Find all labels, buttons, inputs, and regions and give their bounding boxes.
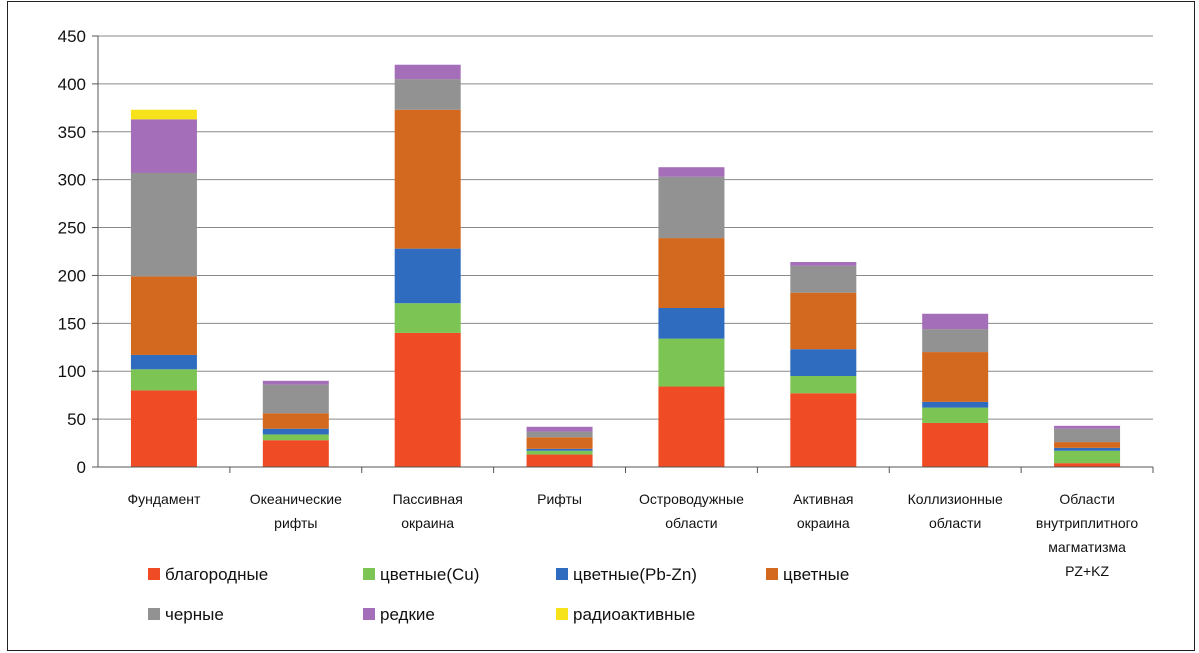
category-label: Рифты — [537, 491, 582, 507]
bar-segment — [394, 79, 461, 110]
y-tick-label: 50 — [67, 410, 86, 429]
legend-label: цветные — [783, 565, 849, 584]
bar-segment — [922, 313, 989, 330]
axes — [92, 35, 1154, 473]
bar-segment — [526, 431, 593, 438]
category-label: Пассивная — [393, 491, 463, 507]
stacked-bar-chart: 0 50 100 150 200 250 300 350 400 450 Фундамент Оке… — [58, 27, 1154, 624]
y-tick-label: 0 — [77, 458, 86, 477]
bar-segment — [130, 172, 197, 277]
bar-segment — [262, 413, 329, 429]
y-tick-label: 200 — [58, 266, 86, 285]
bar-segment — [394, 332, 461, 467]
y-tick-labels: 0 50 100 150 200 250 300 350 400 450 — [58, 27, 86, 477]
bar-segment — [790, 265, 857, 293]
category-label: Активная — [793, 491, 853, 507]
bar-segment — [130, 354, 197, 370]
bar-segment — [262, 434, 329, 441]
bar-segment — [1054, 425, 1121, 429]
legend-swatch — [148, 568, 160, 580]
gridlines — [98, 35, 1153, 420]
bar-segment — [1054, 447, 1121, 451]
category-label: рифты — [274, 515, 317, 531]
y-tick-label: 350 — [58, 123, 86, 142]
bar-segment — [1054, 442, 1121, 448]
bar-segment — [262, 440, 329, 467]
bar-segment — [1054, 428, 1121, 443]
legend-swatch — [766, 568, 778, 580]
chart-frame: 0 50 100 150 200 250 300 350 400 450 Фундамент Оке… — [7, 1, 1195, 651]
bar-segment — [130, 390, 197, 467]
bar-segment — [658, 176, 725, 239]
bar-segment — [658, 238, 725, 309]
bar-segment — [394, 64, 461, 80]
bar-segment — [526, 437, 593, 449]
bar-segment — [922, 329, 989, 353]
bar-segment — [526, 426, 593, 432]
category-label: магматизма — [1048, 539, 1126, 555]
bar-segment — [922, 401, 989, 408]
bar-segment — [922, 422, 989, 467]
category-labels: Фундамент Океанические рифты Пассивная окраи… — [127, 491, 1138, 579]
category-label: Области — [1059, 491, 1114, 507]
legend-swatch — [556, 608, 568, 620]
bars — [130, 64, 1121, 467]
bar-segment — [262, 428, 329, 435]
bar-segment — [790, 393, 857, 467]
bar-segment — [658, 386, 725, 467]
y-tick-label: 300 — [58, 171, 86, 190]
category-label: Океанические — [250, 491, 342, 507]
bar-segment — [658, 338, 725, 387]
bar-segment — [394, 303, 461, 333]
bar-segment — [526, 450, 593, 455]
bar-segment — [526, 448, 593, 451]
bar-segment — [790, 349, 857, 377]
category-label: Островодужные — [639, 491, 744, 507]
bar-segment — [526, 454, 593, 467]
bar-segment — [658, 167, 725, 177]
bar-segment — [262, 380, 329, 385]
bar-segment — [262, 384, 329, 414]
legend-swatch — [363, 608, 375, 620]
bar-segment — [1054, 463, 1121, 467]
bar-segment — [790, 376, 857, 394]
y-tick-label: 450 — [58, 27, 86, 46]
legend-label: черные — [165, 605, 224, 624]
category-label: окраина — [797, 515, 850, 531]
category-label: внутриплитного — [1036, 515, 1138, 531]
category-label: области — [665, 515, 717, 531]
y-tick-label: 150 — [58, 314, 86, 333]
bar-segment — [394, 109, 461, 249]
bar-segment — [394, 248, 461, 304]
y-tick-label: 100 — [58, 362, 86, 381]
category-label: области — [929, 515, 981, 531]
bar-segment — [790, 262, 857, 266]
bar-segment — [790, 292, 857, 350]
y-tick-label: 250 — [58, 219, 86, 238]
legend-swatch — [148, 608, 160, 620]
legend-label: благородные — [165, 565, 268, 584]
legend-label: цветные(Cu) — [380, 565, 479, 584]
bar-segment — [130, 109, 197, 120]
bar-segment — [130, 119, 197, 173]
legend-label: цветные(Pb-Zn) — [573, 565, 697, 584]
bar-segment — [922, 352, 989, 402]
legend-label: радиоактивные — [573, 605, 695, 624]
legend-swatch — [363, 568, 375, 580]
legend: благородные цветные(Cu) цветные(Pb-Zn) цвет… — [148, 565, 849, 624]
legend-swatch — [556, 568, 568, 580]
bar-segment — [922, 407, 989, 423]
legend-label: редкие — [380, 605, 435, 624]
bar-segment — [1054, 450, 1121, 464]
y-tick-label: 400 — [58, 75, 86, 94]
category-label: окраина — [401, 515, 454, 531]
category-label: PZ+KZ — [1065, 563, 1109, 579]
category-label: Коллизионные — [908, 491, 1003, 507]
bar-segment — [130, 369, 197, 391]
category-label: Фундамент — [127, 491, 200, 507]
bar-segment — [130, 276, 197, 355]
bar-segment — [658, 308, 725, 339]
